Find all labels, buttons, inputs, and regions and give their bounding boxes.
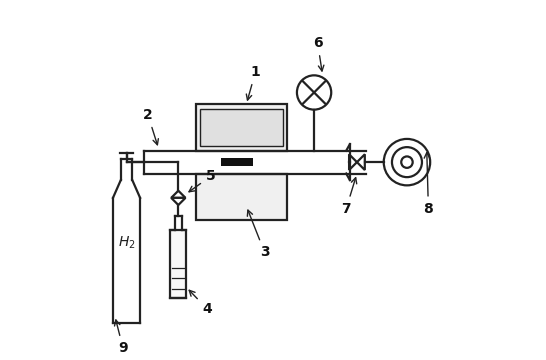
Polygon shape xyxy=(171,191,186,198)
Bar xyxy=(170,230,186,298)
Text: 6: 6 xyxy=(313,36,324,71)
Bar xyxy=(200,109,283,147)
Circle shape xyxy=(392,147,422,177)
Circle shape xyxy=(297,75,331,110)
Circle shape xyxy=(401,157,413,168)
Polygon shape xyxy=(171,198,186,205)
Polygon shape xyxy=(349,154,357,170)
Text: 1: 1 xyxy=(246,65,260,100)
Text: 8: 8 xyxy=(424,153,434,216)
Bar xyxy=(196,174,287,220)
Text: 9: 9 xyxy=(115,320,128,355)
Text: $H_2$: $H_2$ xyxy=(118,234,135,251)
Text: 7: 7 xyxy=(341,178,357,216)
Text: 2: 2 xyxy=(143,108,158,145)
Text: 3: 3 xyxy=(247,210,269,259)
Text: 5: 5 xyxy=(189,170,215,192)
Text: 4: 4 xyxy=(189,290,212,316)
Bar xyxy=(221,158,253,166)
Polygon shape xyxy=(357,154,365,170)
Bar xyxy=(196,104,287,151)
Circle shape xyxy=(384,139,430,185)
